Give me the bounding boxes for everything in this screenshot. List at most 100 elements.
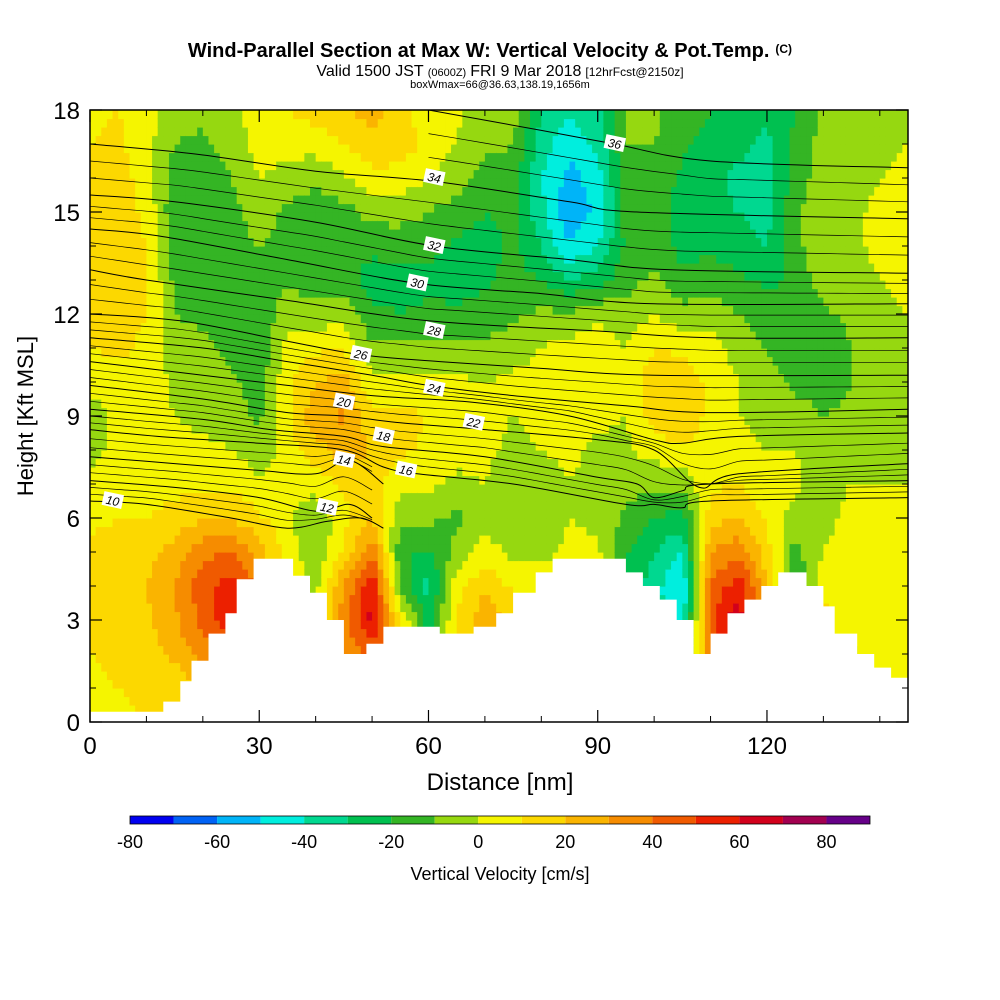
velocity-cell: [422, 365, 430, 375]
velocity-cell: [394, 543, 401, 553]
velocity-cell: [247, 288, 255, 298]
velocity-cell: [456, 526, 463, 536]
velocity-cell: [349, 220, 356, 230]
velocity-cell: [253, 186, 260, 196]
velocity-cell: [140, 186, 148, 196]
velocity-cell: [310, 577, 317, 587]
velocity-cell: [208, 331, 215, 341]
velocity-cell: [208, 535, 215, 545]
velocity-cell: [101, 560, 108, 570]
velocity-cell: [372, 263, 379, 273]
velocity-cell: [112, 433, 119, 443]
velocity-cell: [264, 186, 272, 196]
velocity-cell: [451, 314, 458, 324]
velocity-cell: [405, 356, 413, 366]
velocity-cell: [400, 450, 407, 460]
velocity-cell: [467, 322, 475, 332]
velocity-cell: [383, 509, 390, 519]
velocity-cell: [349, 314, 356, 324]
velocity-cell: [247, 144, 255, 154]
velocity-cell: [135, 450, 142, 460]
velocity-cell: [298, 144, 305, 154]
velocity-cell: [310, 152, 317, 162]
velocity-cell: [242, 348, 249, 358]
velocity-cell: [152, 450, 159, 460]
velocity-cell: [383, 297, 390, 307]
velocity-cell: [377, 203, 384, 213]
velocity-cell: [473, 603, 480, 613]
velocity-cell: [321, 339, 328, 349]
velocity-cell: [259, 433, 266, 443]
velocity-cell: [95, 484, 102, 494]
velocity-cell: [197, 654, 204, 664]
velocity-cell: [95, 654, 102, 664]
velocity-cell: [422, 203, 430, 213]
velocity-cell: [135, 560, 142, 570]
velocity-cell: [157, 552, 164, 562]
velocity-cell: [445, 186, 452, 196]
velocity-cell: [123, 637, 131, 647]
velocity-cell: [411, 552, 418, 562]
velocity-cell: [343, 331, 351, 341]
velocity-cell: [394, 611, 401, 621]
velocity-cell: [445, 195, 452, 205]
velocity-cell: [152, 118, 159, 128]
velocity-cell: [467, 263, 475, 273]
velocity-cell: [473, 492, 480, 502]
velocity-cell: [231, 424, 238, 434]
velocity-cell: [405, 543, 413, 553]
velocity-cell: [473, 348, 480, 358]
velocity-cell: [366, 280, 373, 290]
velocity-cell: [445, 492, 452, 502]
velocity-cell: [112, 586, 119, 596]
velocity-cell: [123, 458, 131, 468]
velocity-cell: [332, 246, 339, 256]
velocity-cell: [383, 577, 390, 587]
velocity-cell: [377, 492, 384, 502]
velocity-cell: [259, 526, 266, 536]
velocity-cell: [310, 407, 317, 417]
velocity-cell: [366, 152, 373, 162]
velocity-cell: [394, 110, 401, 120]
velocity-cell: [129, 382, 136, 392]
velocity-cell: [439, 212, 447, 222]
velocity-cell: [118, 237, 125, 247]
velocity-cell: [377, 365, 384, 375]
velocity-cell: [343, 178, 351, 188]
velocity-cell: [253, 288, 260, 298]
velocity-cell: [439, 492, 447, 502]
velocity-cell: [140, 203, 148, 213]
velocity-cell: [236, 441, 243, 451]
velocity-cell: [129, 161, 136, 171]
velocity-cell: [146, 560, 153, 570]
velocity-cell: [152, 552, 159, 562]
velocity-cell: [439, 356, 447, 366]
velocity-cell: [112, 637, 119, 647]
velocity-cell: [95, 577, 102, 587]
velocity-cell: [202, 620, 210, 630]
velocity-cell: [338, 246, 345, 256]
velocity-cell: [287, 254, 294, 264]
velocity-cell: [304, 220, 311, 230]
velocity-cell: [264, 195, 272, 205]
velocity-cell: [101, 365, 108, 375]
velocity-cell: [298, 254, 305, 264]
velocity-cell: [123, 118, 131, 128]
velocity-cell: [259, 195, 266, 205]
velocity-cell: [146, 526, 153, 536]
velocity-cell: [135, 645, 142, 655]
velocity-cell: [197, 424, 204, 434]
velocity-cell: [467, 331, 475, 341]
velocity-cell: [129, 569, 136, 579]
velocity-cell: [310, 382, 317, 392]
velocity-cell: [383, 594, 390, 604]
velocity-cell: [129, 399, 136, 409]
velocity-cell: [264, 161, 272, 171]
velocity-cell: [428, 407, 435, 417]
velocity-cell: [366, 254, 373, 264]
velocity-cell: [236, 433, 243, 443]
velocity-cell: [462, 620, 469, 630]
velocity-cell: [349, 339, 356, 349]
velocity-cell: [135, 263, 142, 273]
velocity-cell: [467, 620, 475, 630]
